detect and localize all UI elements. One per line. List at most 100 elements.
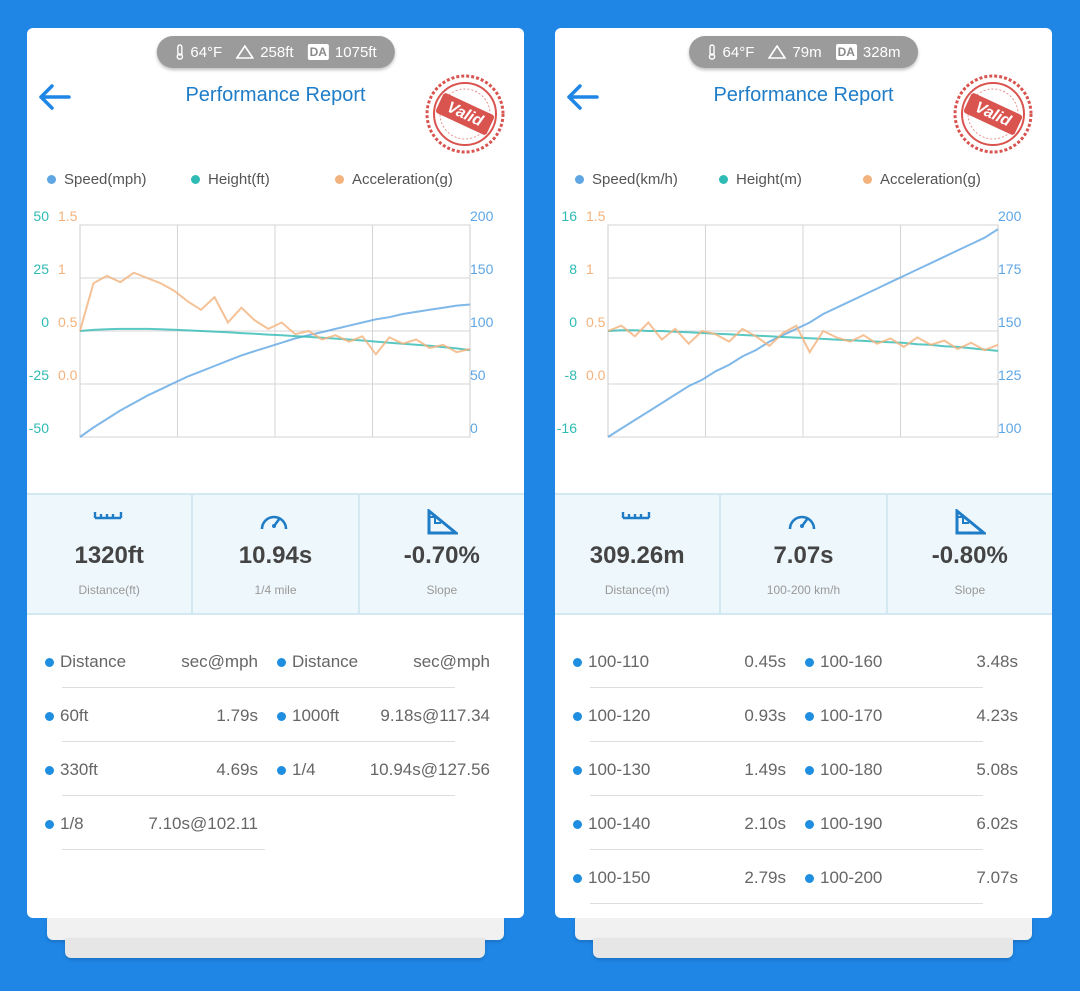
legend-dot: [575, 175, 584, 184]
row-separator: [590, 741, 983, 742]
legend-label: Speed(km/h): [592, 171, 678, 188]
stat-icon: [261, 515, 288, 530]
da-badge: DA: [307, 44, 329, 60]
table-name: 100-150: [588, 868, 651, 887]
y-tick-label: 1: [58, 261, 66, 277]
y-tick-label: -8: [565, 367, 578, 383]
y-tick-label: 50: [33, 208, 49, 224]
y-tick-label: 50: [470, 367, 486, 383]
row-separator: [590, 795, 983, 796]
table-dot: [45, 712, 54, 721]
table-value: 5.08s: [976, 760, 1018, 779]
thermometer-icon: [176, 44, 183, 60]
y-tick-label: 175: [998, 261, 1022, 277]
legend-label: Acceleration(g): [880, 171, 981, 188]
stat-cell: 309.26m Distance(m): [555, 495, 722, 613]
table-value: 10.94s@127.56: [369, 760, 490, 779]
table-dot: [573, 820, 582, 829]
row-separator: [590, 903, 983, 904]
stat-value: -0.70%: [403, 542, 480, 569]
density-altitude: 1075ft: [334, 43, 377, 61]
table-value: 1.79s: [216, 706, 258, 725]
y-tick-label: 1.5: [58, 208, 78, 224]
table-name: 100-170: [820, 706, 883, 725]
table-name: 100-130: [588, 760, 651, 779]
table-name: 100-120: [588, 706, 651, 725]
altitude: 258ft: [260, 43, 294, 61]
y-tick-label: 8: [569, 261, 577, 277]
altitude: 79m: [792, 43, 822, 61]
table-name: 1/4: [292, 760, 316, 779]
y-tick-label: -25: [29, 367, 49, 383]
legend-label: Height(m): [736, 171, 802, 188]
stat-cell: -0.80% Slope: [888, 495, 1052, 613]
density-altitude: 328m: [862, 43, 901, 61]
table-dot: [45, 766, 54, 775]
table-dot: [573, 712, 582, 721]
table-dot: [805, 874, 814, 883]
table-name: 100-190: [820, 814, 883, 833]
legend-item: Acceleration(g): [863, 171, 981, 188]
back-arrow[interactable]: [564, 82, 600, 112]
chart: -16 -8 0 8 16 0.0 0.5 1 1.5 100 125 150 175 200: [557, 208, 1022, 438]
y-tick-label: 0.5: [586, 314, 606, 330]
y-tick-label: 0.5: [58, 314, 78, 330]
stat-value: 7.07s: [773, 542, 834, 569]
series-line: [607, 228, 999, 438]
y-tick-label: 16: [561, 208, 577, 224]
table-name: 60ft: [60, 706, 89, 725]
stats-band: 309.26m Distance(m) 7.07s 100-200 km/h -0.80…: [555, 493, 1052, 615]
weather-pill: 64°F 258ft DA 1075ft: [156, 36, 395, 68]
stat-cell: 7.07s 100-200 km/h: [721, 495, 888, 613]
legend-item: Height(m): [719, 171, 802, 188]
table-dot: [573, 766, 582, 775]
da-badge: DA: [835, 44, 857, 60]
card-shadow: [575, 918, 1032, 940]
table-dot: [573, 658, 582, 667]
series-line: [79, 303, 471, 438]
row-separator: [62, 687, 455, 688]
table-name: Distance: [60, 652, 127, 671]
row-separator: [62, 849, 265, 850]
y-tick-label: -50: [29, 420, 49, 436]
legend-item: Height(ft): [191, 171, 270, 188]
y-tick-label: -16: [557, 420, 577, 436]
row-separator: [590, 687, 983, 688]
table-name: Distance: [292, 652, 359, 671]
card-shadow: [593, 938, 1013, 958]
table-value: 0.93s: [744, 706, 786, 725]
stat-label: Slope: [426, 583, 458, 597]
stat-icon: [789, 515, 816, 530]
panel: 64°F 258ft DA 1075ft Performance Report Valid…: [27, 28, 524, 918]
y-tick-label: 0: [569, 314, 577, 330]
table-value: 2.79s: [744, 868, 786, 887]
y-tick-label: 100: [998, 420, 1022, 436]
temperature: 64°F: [190, 43, 223, 61]
legend-label: Height(ft): [208, 171, 270, 188]
stat-cell: 10.94s 1/4 mile: [193, 495, 360, 613]
row-separator: [62, 795, 455, 796]
valid-stamp: Valid: [425, 74, 505, 154]
table-dot: [805, 820, 814, 829]
mountain-icon: [236, 45, 255, 59]
legend-label: Speed(mph): [64, 171, 147, 188]
stat-value: 1320ft: [74, 542, 144, 569]
table-name: 100-110: [588, 652, 650, 671]
y-tick-label: 25: [33, 261, 49, 277]
stat-cell: 1320ft Distance(ft): [27, 495, 194, 613]
legend-label: Acceleration(g): [352, 171, 453, 188]
y-tick-label: 200: [998, 208, 1022, 224]
legend-item: Speed(mph): [47, 171, 147, 188]
table-dot: [277, 712, 286, 721]
table-dot: [805, 712, 814, 721]
table-value: 9.18s@117.34: [380, 706, 490, 725]
y-tick-label: 150: [998, 314, 1022, 330]
stat-label: 100-200 km/h: [766, 583, 841, 597]
table-name: 100-200: [820, 868, 883, 887]
legend-dot: [191, 175, 200, 184]
back-arrow[interactable]: [36, 82, 72, 112]
y-tick-label: 0: [41, 314, 49, 330]
stat-label: Slope: [954, 583, 986, 597]
